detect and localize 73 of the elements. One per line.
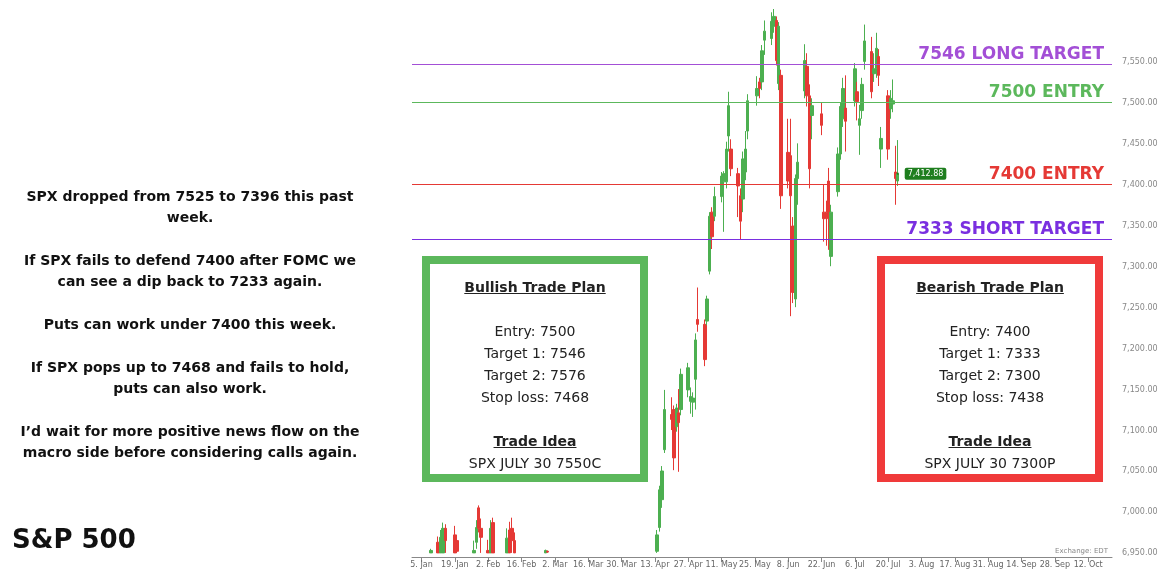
ref-line-label: 7546 LONG TARGET [918, 43, 1105, 64]
x-tick-label: 16. Mar [573, 559, 605, 569]
annotation: Bullish Trade Plan [463, 278, 607, 297]
x-tick-label: 12. Oct [1073, 559, 1103, 569]
candlestick [713, 186, 716, 222]
x-tick-label: 28. Sep [1039, 559, 1071, 569]
text: If SPX fails to defend 7400 after FOMC we can see a dip back to 7233 again. [23, 251, 357, 291]
candlestick [508, 521, 511, 554]
x-tick-label: 14. Sep [1006, 559, 1037, 569]
candlestick [870, 36, 873, 99]
text: SPX dropped from 7525 to 7396 this past week. [25, 187, 355, 227]
x-tick-label: 17. Aug [939, 559, 971, 569]
x-tick-label: 25. May [738, 559, 772, 569]
candlestick [829, 204, 833, 267]
y-tick-label: 7,100.00 [1122, 425, 1158, 435]
annotation: Trade Idea [492, 432, 578, 451]
annotation: Entry: 7500 Target 1: 7546 Target 2: 7576 Stop loss: 7468 [479, 322, 591, 407]
candlestick [758, 77, 761, 99]
y-tick-label: 7,400.00 [1122, 179, 1158, 189]
x-tick-label: 3. Aug [908, 559, 935, 569]
x-tick-label: 31. Aug [972, 559, 1004, 569]
x-tick-label: 8. Jun [776, 559, 800, 569]
x-tick-label: 16. Feb [506, 559, 537, 569]
x-tick-label: 22. Jun [807, 559, 836, 569]
candlestick [810, 97, 814, 140]
annotation: SPX JULY 30 7550C [467, 454, 603, 473]
x-tick-label: 13. Apr [640, 559, 671, 569]
annotation: 7,412.88 [907, 169, 944, 179]
ref-line-label: 7333 SHORT TARGET [906, 217, 1105, 238]
candlestick [710, 206, 714, 250]
candlestick [429, 548, 433, 554]
candlestick [444, 523, 447, 554]
y-tick-label: 7,200.00 [1122, 343, 1158, 353]
x-tick-label: 2. Feb [476, 559, 501, 569]
y-tick-label: 7,550.00 [1122, 56, 1158, 66]
x-tick-label: 2. Mar [542, 559, 569, 569]
y-tick-label: 6,950.00 [1122, 548, 1158, 558]
x-tick-label: 27. Apr [673, 559, 704, 569]
x-tick-label: 19. Jan [441, 559, 469, 569]
candlestick [879, 126, 883, 169]
candlestick [655, 529, 659, 554]
y-tick-label: 7,250.00 [1122, 302, 1158, 312]
x-tick-label: 6. Jul [844, 559, 865, 569]
annotation: Bearish Trade Plan [915, 278, 1065, 297]
y-tick-label: 7,300.00 [1122, 261, 1158, 271]
candlestick [696, 287, 699, 333]
candlestick [486, 539, 490, 554]
text: I’d wait for more positive news flow on the macro side before considering calls again. [20, 422, 360, 462]
ref-line-label: 7400 ENTRY [988, 162, 1105, 183]
y-tick-label: 7,000.00 [1122, 507, 1158, 517]
y-tick-label: 7,050.00 [1122, 466, 1158, 476]
annotation: SPX JULY 30 7300P [923, 454, 1057, 473]
candlestick [663, 389, 666, 454]
x-tick-label: 11. May [705, 559, 738, 569]
text: Puts can work under 7400 this week. [42, 315, 338, 334]
x-tick-label: 20. Jul [875, 559, 901, 569]
candlestick [844, 74, 847, 153]
y-tick-label: 7,500.00 [1122, 97, 1158, 107]
candlestick [729, 138, 733, 177]
annotation: Trade Idea [947, 432, 1033, 451]
y-tick-label: 7,350.00 [1122, 220, 1158, 230]
x-tick-label: 5. Jan [410, 559, 433, 569]
ref-line-label: 7500 ENTRY [988, 80, 1105, 101]
candlestick [510, 517, 514, 554]
annotation: Entry: 7400 Target 1: 7333 Target 2: 7300 Stop loss: 7438 [934, 322, 1046, 407]
text: S&P 500 [12, 524, 136, 554]
x-tick-label: 30. Mar [606, 559, 638, 569]
candlestick [770, 11, 773, 46]
y-tick-label: 7,150.00 [1122, 384, 1158, 394]
text: If SPX pops up to 7468 and fails to hold, puts can also work. [29, 358, 351, 398]
candlestick [820, 101, 823, 136]
y-tick-label: 7,450.00 [1122, 138, 1158, 148]
candlestick [863, 24, 866, 71]
